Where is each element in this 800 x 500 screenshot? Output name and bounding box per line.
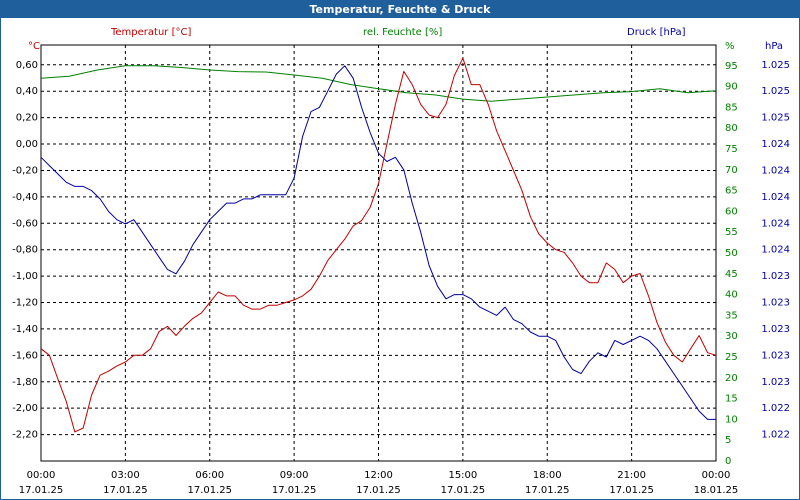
legend-humidity: rel. Feuchte [%] (363, 27, 442, 38)
x-tick-time: 03:00 (111, 470, 140, 481)
x-tick-date: 18.01.25 (694, 485, 739, 496)
x-tick-time: 00:00 (702, 470, 731, 481)
x-tick-date: 17.01.25 (525, 485, 570, 496)
pressure-tick-label: 1.022 (761, 403, 790, 414)
humidity-tick-label: 55 (725, 227, 738, 238)
grid-lines (40, 44, 717, 462)
temp-tick-label: 0,60 (16, 60, 38, 71)
x-tick-time: 09:00 (280, 470, 309, 481)
humidity-tick-label: 40 (725, 290, 738, 301)
series-line-press (40, 65, 716, 420)
temp-tick-label: -0,80 (12, 245, 38, 256)
x-tick-time: 00:00 (27, 470, 56, 481)
axis-layer: 00:00 17.01.25 03:00 17.01.25 06:00 17.01.25 0… (12, 60, 790, 496)
pressure-tick-label: 1.023 (761, 298, 790, 309)
humidity-tick-label: 85 (725, 102, 738, 113)
temp-tick-label: -1,60 (12, 350, 38, 361)
humidity-tick-label: 10 (725, 414, 738, 425)
temp-tick-label: -1,20 (12, 298, 38, 309)
series-layer (40, 57, 717, 433)
temp-tick-label: -1,40 (12, 324, 38, 335)
series-line-temp (40, 57, 717, 433)
humidity-tick-label: 45 (725, 269, 738, 280)
x-tick-time: 12:00 (364, 470, 393, 481)
x-tick-date: 17.01.25 (272, 485, 317, 496)
pressure-tick-label: 1.022 (761, 430, 790, 441)
pressure-tick-label: 1.023 (761, 350, 790, 361)
pressure-tick-label: 1.025 (761, 113, 790, 124)
pressure-tick-label: 1.024 (761, 139, 790, 150)
humidity-tick-label: 60 (725, 206, 738, 217)
series-line-hum (40, 65, 717, 102)
pressure-tick-label: 1.023 (761, 324, 790, 335)
pressure-tick-label: 1.025 (761, 86, 790, 97)
axis-unit-humidity: % (725, 41, 735, 52)
humidity-tick-label: 50 (725, 248, 738, 259)
x-tick-date: 17.01.25 (103, 485, 148, 496)
pressure-tick-label: 1.023 (761, 271, 790, 282)
pressure-tick-label: 1.024 (761, 218, 790, 229)
temp-tick-label: -2,20 (12, 430, 38, 441)
pressure-tick-label: 1.024 (761, 245, 790, 256)
temp-tick-label: -1,80 (12, 377, 38, 388)
pressure-tick-label: 1.023 (761, 377, 790, 388)
humidity-tick-label: 20 (725, 373, 738, 384)
temp-tick-label: -0,40 (12, 192, 38, 203)
x-tick-time: 21:00 (617, 470, 646, 481)
humidity-tick-label: 0 (725, 456, 731, 467)
humidity-tick-label: 15 (725, 394, 738, 405)
temp-tick-label: 0,20 (16, 113, 38, 124)
temp-tick-label: 0,40 (16, 86, 38, 97)
axis-unit-temperature: °C (28, 41, 40, 52)
x-tick-date: 17.01.25 (609, 485, 654, 496)
humidity-tick-label: 30 (725, 331, 738, 342)
humidity-tick-label: 65 (725, 186, 738, 197)
window-title: Temperatur, Feuchte & Druck (1, 1, 799, 18)
x-tick-date: 17.01.25 (441, 485, 486, 496)
humidity-tick-label: 75 (725, 144, 738, 155)
temp-tick-label: -0,60 (12, 218, 38, 229)
pressure-tick-label: 1.025 (761, 60, 790, 71)
x-tick-time: 15:00 (448, 470, 477, 481)
humidity-tick-label: 95 (725, 61, 738, 72)
legend-pressure: Druck [hPa] (627, 27, 686, 38)
axis-unit-pressure: hPa (765, 41, 783, 52)
pressure-tick-label: 1.024 (761, 192, 790, 203)
x-tick-date: 17.01.25 (187, 485, 232, 496)
humidity-tick-label: 35 (725, 310, 738, 321)
humidity-tick-label: 5 (725, 435, 731, 446)
x-tick-date: 17.01.25 (356, 485, 401, 496)
humidity-tick-label: 25 (725, 352, 738, 363)
humidity-tick-label: 90 (725, 82, 738, 93)
humidity-tick-label: 70 (725, 165, 738, 176)
legend-temperature: Temperatur [°C] (110, 27, 191, 38)
x-tick-time: 18:00 (533, 470, 562, 481)
temp-tick-label: -1,00 (12, 271, 38, 282)
x-tick-date: 17.01.25 (19, 485, 64, 496)
temp-tick-label: -2,00 (12, 403, 38, 414)
temp-tick-label: 0,00 (16, 139, 38, 150)
pressure-tick-label: 1.024 (761, 165, 790, 176)
temp-tick-label: -0,20 (12, 165, 38, 176)
humidity-tick-label: 80 (725, 123, 738, 134)
x-tick-time: 06:00 (195, 470, 224, 481)
